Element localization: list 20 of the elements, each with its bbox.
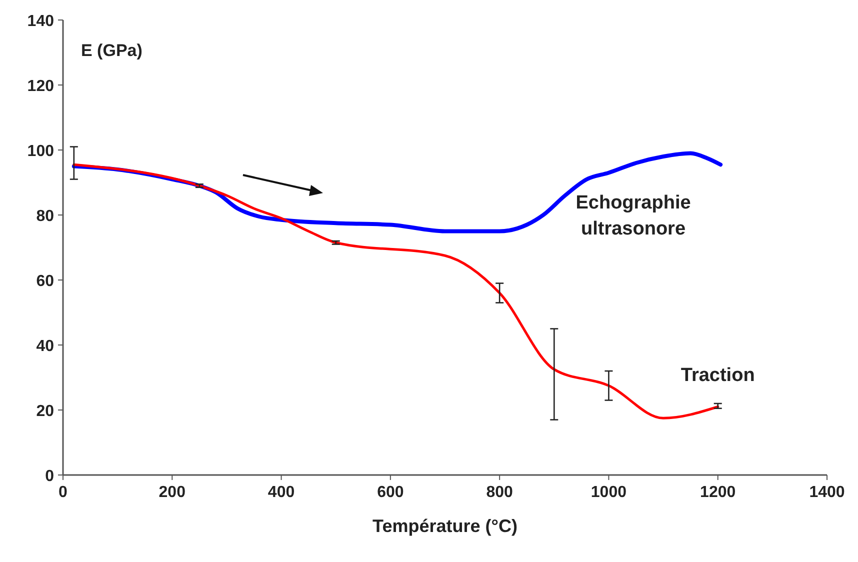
y-tick-label: 0 (45, 468, 54, 485)
x-tick-label: 800 (486, 484, 514, 501)
y-tick-label: 80 (36, 208, 54, 225)
x-tick-label: 0 (58, 484, 68, 501)
x-tick-label: 200 (158, 484, 186, 501)
y-axis-title: E (GPa) (81, 41, 142, 60)
x-tick-label: 600 (377, 484, 404, 501)
x-tick-label: 1400 (809, 484, 845, 501)
series-label: Echographie ultrasonore (576, 192, 691, 240)
y-tick-label: 20 (36, 403, 54, 420)
y-tick-label: 140 (27, 13, 54, 30)
x-tick-label: 400 (268, 484, 295, 501)
series-label: Traction (680, 364, 755, 386)
y-tick-label: 40 (36, 338, 54, 355)
y-tick-label: 60 (36, 273, 54, 290)
x-axis-title: Température (°C) (372, 516, 518, 536)
y-tick-label: 100 (27, 143, 54, 160)
x-tick-label: 1200 (700, 484, 736, 501)
x-tick-label: 1000 (590, 484, 627, 501)
y-tick-label: 120 (27, 78, 54, 95)
